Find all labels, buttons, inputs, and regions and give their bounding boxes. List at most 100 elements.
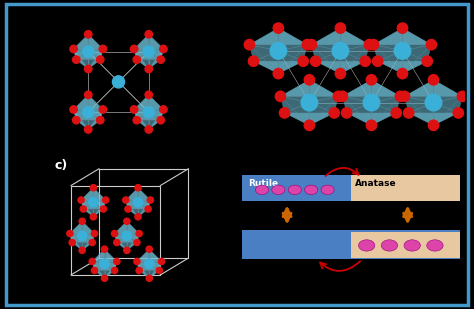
Circle shape [80, 206, 86, 212]
Circle shape [84, 126, 92, 133]
Circle shape [67, 231, 73, 237]
Polygon shape [92, 249, 105, 278]
Circle shape [333, 91, 344, 102]
Circle shape [90, 214, 97, 220]
Ellipse shape [381, 240, 398, 251]
Polygon shape [343, 80, 401, 96]
Polygon shape [249, 28, 307, 45]
Circle shape [122, 231, 132, 240]
Polygon shape [149, 261, 162, 278]
Circle shape [158, 258, 164, 265]
Polygon shape [81, 200, 93, 217]
Circle shape [426, 40, 437, 50]
Polygon shape [149, 49, 164, 69]
Circle shape [135, 184, 141, 191]
Circle shape [366, 75, 377, 85]
Circle shape [395, 91, 406, 102]
Circle shape [332, 43, 349, 59]
Polygon shape [311, 28, 340, 74]
Polygon shape [81, 188, 93, 217]
Circle shape [123, 197, 129, 203]
Polygon shape [138, 188, 150, 217]
Circle shape [394, 43, 411, 59]
Circle shape [270, 43, 287, 59]
Circle shape [136, 231, 142, 237]
Circle shape [306, 40, 317, 50]
Polygon shape [404, 96, 434, 125]
Text: Rutile: Rutile [248, 179, 279, 188]
Circle shape [428, 75, 438, 85]
Polygon shape [92, 261, 105, 278]
Circle shape [125, 206, 131, 212]
Circle shape [114, 239, 120, 246]
Circle shape [363, 94, 380, 111]
Polygon shape [281, 96, 310, 125]
Polygon shape [93, 200, 106, 217]
Text: c): c) [54, 159, 67, 172]
Polygon shape [73, 109, 88, 129]
Polygon shape [402, 45, 431, 74]
Polygon shape [92, 261, 117, 270]
Circle shape [275, 91, 286, 102]
Polygon shape [134, 109, 149, 129]
Polygon shape [404, 80, 434, 125]
Polygon shape [134, 49, 164, 60]
Polygon shape [126, 200, 138, 217]
Circle shape [373, 56, 383, 66]
Polygon shape [149, 261, 162, 278]
Circle shape [84, 91, 92, 99]
Ellipse shape [427, 240, 443, 251]
Polygon shape [88, 34, 103, 69]
Circle shape [124, 247, 130, 253]
Circle shape [90, 184, 97, 191]
Circle shape [425, 94, 442, 111]
Polygon shape [254, 61, 303, 74]
Polygon shape [138, 200, 150, 217]
Polygon shape [372, 96, 401, 125]
Ellipse shape [358, 240, 375, 251]
Circle shape [422, 56, 432, 66]
Polygon shape [137, 261, 149, 278]
Polygon shape [73, 34, 88, 69]
Circle shape [304, 75, 315, 85]
Polygon shape [115, 234, 139, 243]
Polygon shape [126, 200, 138, 217]
Circle shape [145, 126, 153, 133]
Polygon shape [310, 80, 338, 125]
Polygon shape [105, 261, 117, 278]
Polygon shape [134, 109, 149, 129]
Circle shape [130, 106, 138, 113]
Circle shape [97, 116, 104, 124]
Circle shape [78, 231, 87, 240]
Circle shape [133, 56, 140, 63]
Polygon shape [82, 234, 94, 250]
Polygon shape [249, 28, 278, 74]
Polygon shape [374, 45, 402, 74]
Circle shape [133, 197, 143, 207]
Circle shape [160, 106, 167, 113]
Polygon shape [126, 188, 150, 200]
Circle shape [366, 120, 377, 130]
Polygon shape [404, 80, 463, 96]
Circle shape [78, 197, 84, 203]
Polygon shape [126, 188, 138, 217]
Polygon shape [409, 113, 458, 125]
Circle shape [335, 68, 346, 79]
Circle shape [400, 91, 410, 102]
Polygon shape [311, 45, 340, 74]
Circle shape [134, 239, 140, 246]
Polygon shape [134, 95, 149, 129]
Polygon shape [343, 96, 372, 125]
Polygon shape [278, 45, 307, 74]
Circle shape [136, 267, 142, 273]
Polygon shape [311, 28, 369, 45]
Polygon shape [374, 28, 431, 45]
Polygon shape [73, 109, 103, 120]
Polygon shape [281, 80, 310, 125]
Polygon shape [70, 234, 82, 250]
Polygon shape [92, 249, 117, 261]
Polygon shape [310, 96, 338, 125]
Circle shape [244, 40, 255, 50]
Polygon shape [340, 45, 369, 74]
Circle shape [101, 246, 108, 252]
